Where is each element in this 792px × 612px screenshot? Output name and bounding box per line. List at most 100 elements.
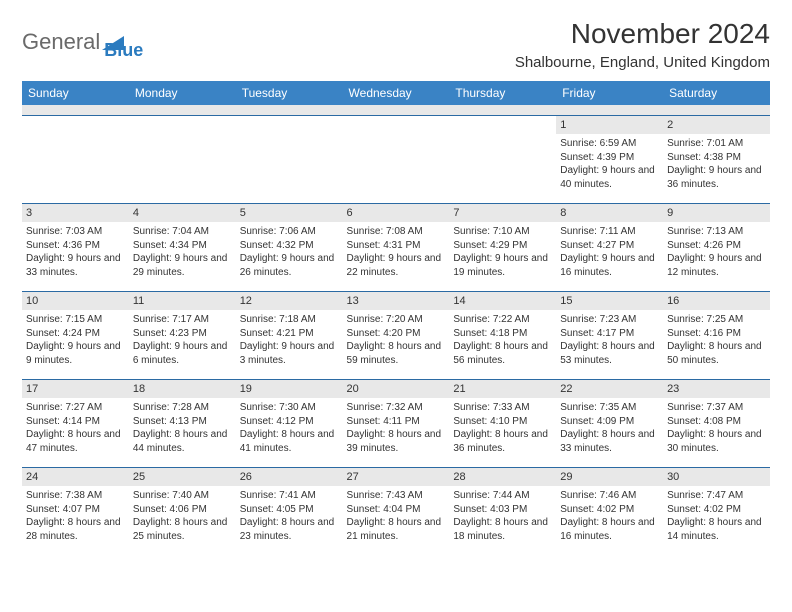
day-number: 28 [449, 468, 556, 487]
daylight: Daylight: 8 hours and 53 minutes. [560, 340, 659, 367]
day-cell: 10Sunrise: 7:15 AMSunset: 4:24 PMDayligh… [22, 291, 129, 379]
daylight: Daylight: 9 hours and 40 minutes. [560, 164, 659, 191]
day-cell: 7Sunrise: 7:10 AMSunset: 4:29 PMDaylight… [449, 203, 556, 291]
sunrise: Sunrise: 7:38 AM [26, 489, 125, 503]
day-cell: 15 Sunrise: 7:23 AMSunset: 4:17 PMDayligh… [556, 291, 663, 379]
day-cell: 25Sunrise: 7:40 AMSunset: 4:06 PMDayligh… [129, 467, 236, 555]
daylight: Daylight: 8 hours and 36 minutes. [453, 428, 552, 455]
day-cell [129, 115, 236, 203]
week-row: 17Sunrise: 7:27 AMSunset: 4:14 PMDayligh… [22, 379, 770, 467]
sunset: Sunset: 4:04 PM [347, 503, 446, 517]
sunset: Sunset: 4:17 PM [560, 327, 659, 341]
day-info: Sunrise: 7:28 AMSunset: 4:13 PMDaylight:… [133, 401, 232, 455]
day-number: 27 [343, 468, 450, 487]
sunrise: Sunrise: 7:41 AM [240, 489, 339, 503]
day-cell: 29Sunrise: 7:46 AMSunset: 4:02 PMDayligh… [556, 467, 663, 555]
day-number: 5 [236, 204, 343, 223]
col-sunday: Sunday [22, 81, 129, 105]
day-number: 24 [22, 468, 129, 487]
sunrise: Sunrise: 7:01 AM [667, 137, 766, 151]
daylight: Daylight: 8 hours and 47 minutes. [26, 428, 125, 455]
sunrise: Sunrise: 7:43 AM [347, 489, 446, 503]
day-number: 1 [556, 116, 663, 135]
day-cell: 2Sunrise: 7:01 AMSunset: 4:38 PMDaylight… [663, 115, 770, 203]
daylight: Daylight: 8 hours and 18 minutes. [453, 516, 552, 543]
sunset: Sunset: 4:39 PM [560, 151, 659, 165]
daylight: Daylight: 8 hours and 14 minutes. [667, 516, 766, 543]
sunrise: Sunrise: 7:23 AM [560, 313, 659, 327]
col-saturday: Saturday [663, 81, 770, 105]
daylight: Daylight: 9 hours and 9 minutes. [26, 340, 125, 367]
week-row: 24Sunrise: 7:38 AMSunset: 4:07 PMDayligh… [22, 467, 770, 555]
daylight: Daylight: 9 hours and 29 minutes. [133, 252, 232, 279]
day-cell: 26Sunrise: 7:41 AMSunset: 4:05 PMDayligh… [236, 467, 343, 555]
day-info: Sunrise: 7:37 AMSunset: 4:08 PMDaylight:… [667, 401, 766, 455]
daylight: Daylight: 9 hours and 6 minutes. [133, 340, 232, 367]
daylight: Daylight: 9 hours and 19 minutes. [453, 252, 552, 279]
sunset: Sunset: 4:05 PM [240, 503, 339, 517]
day-info: Sunrise: 7:40 AMSunset: 4:06 PMDaylight:… [133, 489, 232, 543]
day-number: 26 [236, 468, 343, 487]
day-cell: 27 Sunrise: 7:43 AMSunset: 4:04 PMDayligh… [343, 467, 450, 555]
day-number: 11 [129, 292, 236, 311]
sunset: Sunset: 4:31 PM [347, 239, 446, 253]
sunrise: Sunrise: 7:20 AM [347, 313, 446, 327]
day-cell: 8Sunrise: 7:11 AMSunset: 4:27 PMDaylight… [556, 203, 663, 291]
sunset: Sunset: 4:13 PM [133, 415, 232, 429]
daylight: Daylight: 8 hours and 41 minutes. [240, 428, 339, 455]
day-cell [236, 115, 343, 203]
daylight: Daylight: 8 hours and 56 minutes. [453, 340, 552, 367]
sunrise: Sunrise: 7:06 AM [240, 225, 339, 239]
day-cell: 9Sunrise: 7:13 AMSunset: 4:26 PMDaylight… [663, 203, 770, 291]
day-cell: 12Sunrise: 7:18 AMSunset: 4:21 PMDayligh… [236, 291, 343, 379]
day-info: Sunrise: 7:46 AMSunset: 4:02 PMDaylight:… [560, 489, 659, 543]
day-cell: 13Sunrise: 7:20 AMSunset: 4:20 PMDayligh… [343, 291, 450, 379]
day-number: 4 [129, 204, 236, 223]
day-info: Sunrise: 7:08 AMSunset: 4:31 PMDaylight:… [347, 225, 446, 279]
day-cell: 5Sunrise: 7:06 AMSunset: 4:32 PMDaylight… [236, 203, 343, 291]
daylight: Daylight: 8 hours and 50 minutes. [667, 340, 766, 367]
sunset: Sunset: 4:03 PM [453, 503, 552, 517]
spacer-row [22, 105, 770, 115]
daylight: Daylight: 9 hours and 12 minutes. [667, 252, 766, 279]
sunset: Sunset: 4:21 PM [240, 327, 339, 341]
sunrise: Sunrise: 7:46 AM [560, 489, 659, 503]
day-cell: 6Sunrise: 7:08 AMSunset: 4:31 PMDaylight… [343, 203, 450, 291]
col-thursday: Thursday [449, 81, 556, 105]
daylight: Daylight: 8 hours and 33 minutes. [560, 428, 659, 455]
sunrise: Sunrise: 7:47 AM [667, 489, 766, 503]
logo-text-1: General [22, 29, 100, 55]
day-number: 30 [663, 468, 770, 487]
title-block: November 2024 Shalbourne, England, Unite… [515, 18, 770, 71]
week-row: 10Sunrise: 7:15 AMSunset: 4:24 PMDayligh… [22, 291, 770, 379]
daylight: Daylight: 9 hours and 3 minutes. [240, 340, 339, 367]
day-info: Sunrise: 7:32 AMSunset: 4:11 PMDaylight:… [347, 401, 446, 455]
day-cell: 24Sunrise: 7:38 AMSunset: 4:07 PMDayligh… [22, 467, 129, 555]
day-number: 7 [449, 204, 556, 223]
day-number: 21 [449, 380, 556, 399]
sunset: Sunset: 4:32 PM [240, 239, 339, 253]
sunset: Sunset: 4:14 PM [26, 415, 125, 429]
day-header-row: Sunday Monday Tuesday Wednesday Thursday… [22, 81, 770, 105]
sunset: Sunset: 4:26 PM [667, 239, 766, 253]
sunrise: Sunrise: 6:59 AM [560, 137, 659, 151]
day-cell: 4Sunrise: 7:04 AMSunset: 4:34 PMDaylight… [129, 203, 236, 291]
day-cell: 16Sunrise: 7:25 AMSunset: 4:16 PMDayligh… [663, 291, 770, 379]
day-info: Sunrise: 6:59 AMSunset: 4:39 PMDaylight:… [560, 137, 659, 191]
day-number: 23 [663, 380, 770, 399]
day-number: 15 [556, 292, 663, 311]
day-cell [343, 115, 450, 203]
day-cell: 22Sunrise: 7:35 AMSunset: 4:09 PMDayligh… [556, 379, 663, 467]
day-info: Sunrise: 7:43 AMSunset: 4:04 PMDaylight:… [347, 489, 446, 543]
sunset: Sunset: 4:29 PM [453, 239, 552, 253]
day-cell: 21Sunrise: 7:33 AMSunset: 4:10 PMDayligh… [449, 379, 556, 467]
sunrise: Sunrise: 7:11 AM [560, 225, 659, 239]
sunset: Sunset: 4:06 PM [133, 503, 232, 517]
sunset: Sunset: 4:36 PM [26, 239, 125, 253]
sunset: Sunset: 4:10 PM [453, 415, 552, 429]
day-info: Sunrise: 7:23 AMSunset: 4:17 PMDaylight:… [560, 313, 659, 367]
daylight: Daylight: 8 hours and 39 minutes. [347, 428, 446, 455]
week-row: 3Sunrise: 7:03 AMSunset: 4:36 PMDaylight… [22, 203, 770, 291]
day-number: 12 [236, 292, 343, 311]
day-number: 18 [129, 380, 236, 399]
